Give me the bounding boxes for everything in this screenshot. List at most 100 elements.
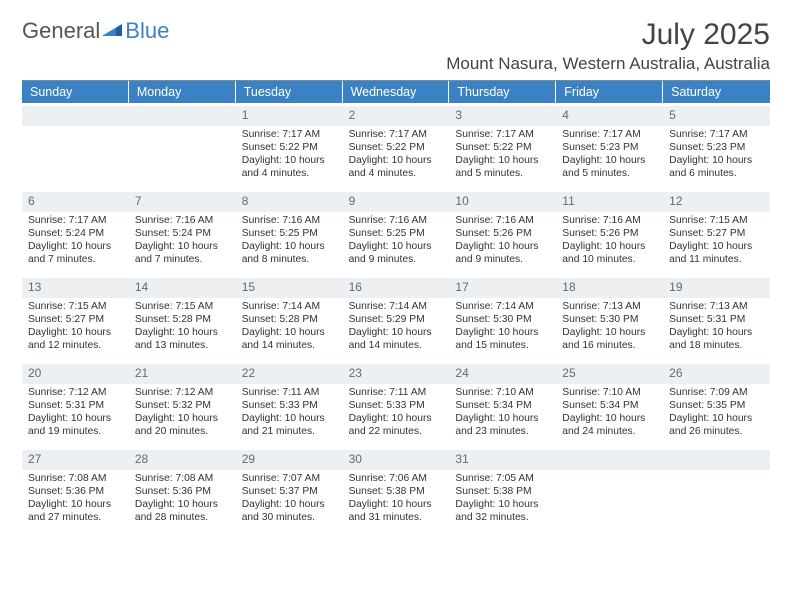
sunset-text: Sunset: 5:25 PM xyxy=(242,228,337,241)
daylight-text-1: Daylight: 10 hours xyxy=(242,327,337,340)
day-of-week-row: SundayMondayTuesdayWednesdayThursdayFrid… xyxy=(22,81,770,103)
daylight-text-2: and 20 minutes. xyxy=(135,426,230,439)
sunrise-text: Sunrise: 7:16 AM xyxy=(349,215,444,228)
sunset-text: Sunset: 5:26 PM xyxy=(455,228,550,241)
daylight-text-1: Daylight: 10 hours xyxy=(669,413,764,426)
week-row: 6Sunrise: 7:17 AMSunset: 5:24 PMDaylight… xyxy=(22,189,770,275)
daylight-text-1: Daylight: 10 hours xyxy=(349,499,444,512)
day-cell: 27Sunrise: 7:08 AMSunset: 5:36 PMDayligh… xyxy=(22,447,129,533)
sunrise-text: Sunrise: 7:16 AM xyxy=(562,215,657,228)
day-cell: 20Sunrise: 7:12 AMSunset: 5:31 PMDayligh… xyxy=(22,361,129,447)
daylight-text-2: and 7 minutes. xyxy=(135,254,230,267)
sunset-text: Sunset: 5:29 PM xyxy=(349,314,444,327)
day-number: 6 xyxy=(22,192,129,212)
day-cell: 26Sunrise: 7:09 AMSunset: 5:35 PMDayligh… xyxy=(663,361,770,447)
daylight-text-1: Daylight: 10 hours xyxy=(242,499,337,512)
day-cell: 23Sunrise: 7:11 AMSunset: 5:33 PMDayligh… xyxy=(343,361,450,447)
daylight-text-1: Daylight: 10 hours xyxy=(28,499,123,512)
sunrise-text: Sunrise: 7:12 AM xyxy=(135,387,230,400)
day-number: 2 xyxy=(343,106,450,126)
sunrise-text: Sunrise: 7:09 AM xyxy=(669,387,764,400)
sunrise-text: Sunrise: 7:15 AM xyxy=(135,301,230,314)
day-cell: 28Sunrise: 7:08 AMSunset: 5:36 PMDayligh… xyxy=(129,447,236,533)
sunset-text: Sunset: 5:28 PM xyxy=(135,314,230,327)
sunset-text: Sunset: 5:38 PM xyxy=(349,486,444,499)
daylight-text-2: and 21 minutes. xyxy=(242,426,337,439)
sunrise-text: Sunrise: 7:17 AM xyxy=(349,129,444,142)
dow-cell: Monday xyxy=(129,81,236,103)
daylight-text-2: and 5 minutes. xyxy=(562,168,657,181)
daylight-text-1: Daylight: 10 hours xyxy=(28,413,123,426)
sunset-text: Sunset: 5:31 PM xyxy=(28,400,123,413)
daylight-text-2: and 14 minutes. xyxy=(242,340,337,353)
sunset-text: Sunset: 5:31 PM xyxy=(669,314,764,327)
day-number: 23 xyxy=(343,364,450,384)
daylight-text-2: and 27 minutes. xyxy=(28,512,123,525)
week-row: 27Sunrise: 7:08 AMSunset: 5:36 PMDayligh… xyxy=(22,447,770,533)
sunset-text: Sunset: 5:22 PM xyxy=(455,142,550,155)
daylight-text-2: and 14 minutes. xyxy=(349,340,444,353)
sunset-text: Sunset: 5:23 PM xyxy=(669,142,764,155)
daylight-text-2: and 9 minutes. xyxy=(349,254,444,267)
sunrise-text: Sunrise: 7:17 AM xyxy=(242,129,337,142)
logo-triangle-icon xyxy=(102,20,122,38)
sunset-text: Sunset: 5:23 PM xyxy=(562,142,657,155)
weeks-container: 1Sunrise: 7:17 AMSunset: 5:22 PMDaylight… xyxy=(22,103,770,533)
sunrise-text: Sunrise: 7:14 AM xyxy=(455,301,550,314)
daylight-text-1: Daylight: 10 hours xyxy=(669,155,764,168)
sunrise-text: Sunrise: 7:07 AM xyxy=(242,473,337,486)
day-cell: 5Sunrise: 7:17 AMSunset: 5:23 PMDaylight… xyxy=(663,103,770,189)
sunrise-text: Sunrise: 7:13 AM xyxy=(562,301,657,314)
day-number: 31 xyxy=(449,450,556,470)
sunset-text: Sunset: 5:33 PM xyxy=(349,400,444,413)
dow-cell: Saturday xyxy=(663,81,770,103)
sunset-text: Sunset: 5:28 PM xyxy=(242,314,337,327)
sunrise-text: Sunrise: 7:14 AM xyxy=(242,301,337,314)
day-cell: 15Sunrise: 7:14 AMSunset: 5:28 PMDayligh… xyxy=(236,275,343,361)
day-number xyxy=(129,106,236,126)
sunset-text: Sunset: 5:22 PM xyxy=(349,142,444,155)
day-number: 11 xyxy=(556,192,663,212)
sunrise-text: Sunrise: 7:11 AM xyxy=(242,387,337,400)
sunset-text: Sunset: 5:36 PM xyxy=(135,486,230,499)
daylight-text-1: Daylight: 10 hours xyxy=(562,155,657,168)
sunset-text: Sunset: 5:30 PM xyxy=(562,314,657,327)
day-number: 29 xyxy=(236,450,343,470)
day-cell: 24Sunrise: 7:10 AMSunset: 5:34 PMDayligh… xyxy=(449,361,556,447)
sunrise-text: Sunrise: 7:15 AM xyxy=(669,215,764,228)
daylight-text-1: Daylight: 10 hours xyxy=(669,241,764,254)
day-number: 19 xyxy=(663,278,770,298)
daylight-text-2: and 30 minutes. xyxy=(242,512,337,525)
daylight-text-2: and 31 minutes. xyxy=(349,512,444,525)
day-cell: 14Sunrise: 7:15 AMSunset: 5:28 PMDayligh… xyxy=(129,275,236,361)
day-cell: 29Sunrise: 7:07 AMSunset: 5:37 PMDayligh… xyxy=(236,447,343,533)
sunset-text: Sunset: 5:36 PM xyxy=(28,486,123,499)
daylight-text-2: and 7 minutes. xyxy=(28,254,123,267)
sunrise-text: Sunrise: 7:05 AM xyxy=(455,473,550,486)
brand-part2: Blue xyxy=(125,18,169,44)
sunrise-text: Sunrise: 7:16 AM xyxy=(135,215,230,228)
day-cell: 3Sunrise: 7:17 AMSunset: 5:22 PMDaylight… xyxy=(449,103,556,189)
title-block: July 2025 Mount Nasura, Western Australi… xyxy=(446,18,770,74)
day-cell-blank xyxy=(663,447,770,533)
day-cell: 6Sunrise: 7:17 AMSunset: 5:24 PMDaylight… xyxy=(22,189,129,275)
day-cell: 17Sunrise: 7:14 AMSunset: 5:30 PMDayligh… xyxy=(449,275,556,361)
daylight-text-1: Daylight: 10 hours xyxy=(242,413,337,426)
sunset-text: Sunset: 5:34 PM xyxy=(455,400,550,413)
day-number: 5 xyxy=(663,106,770,126)
sunset-text: Sunset: 5:34 PM xyxy=(562,400,657,413)
day-cell: 30Sunrise: 7:06 AMSunset: 5:38 PMDayligh… xyxy=(343,447,450,533)
sunrise-text: Sunrise: 7:10 AM xyxy=(455,387,550,400)
sunset-text: Sunset: 5:25 PM xyxy=(349,228,444,241)
daylight-text-1: Daylight: 10 hours xyxy=(135,499,230,512)
day-number: 1 xyxy=(236,106,343,126)
day-cell: 7Sunrise: 7:16 AMSunset: 5:24 PMDaylight… xyxy=(129,189,236,275)
sunset-text: Sunset: 5:38 PM xyxy=(455,486,550,499)
daylight-text-2: and 9 minutes. xyxy=(455,254,550,267)
page-header: General Blue July 2025 Mount Nasura, Wes… xyxy=(22,18,770,74)
daylight-text-2: and 19 minutes. xyxy=(28,426,123,439)
day-number: 8 xyxy=(236,192,343,212)
dow-cell: Tuesday xyxy=(236,81,343,103)
day-cell-blank xyxy=(22,103,129,189)
day-cell-blank xyxy=(129,103,236,189)
